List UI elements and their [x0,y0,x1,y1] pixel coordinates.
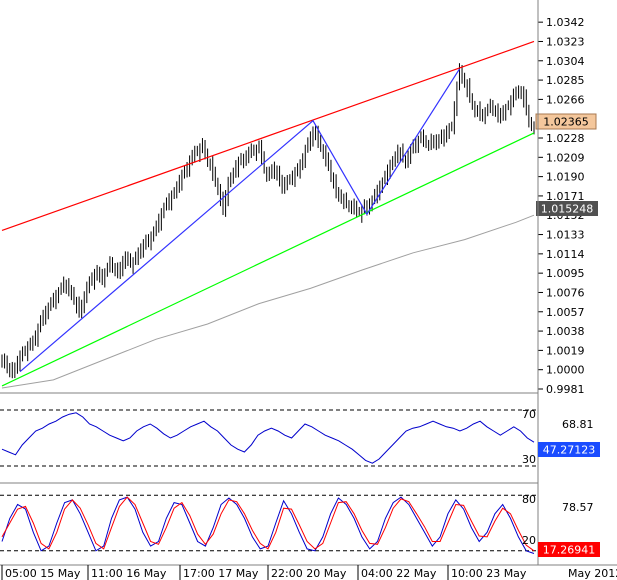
price-tick-label: 1.0190 [546,171,585,184]
last-price-badge: 1.02365 [535,113,597,130]
ma-label: 1.015248 [541,203,594,216]
rsi-line [1,412,535,464]
rsi-high-label: 68.81 [562,418,594,431]
rsi-level-30-label: 30 [522,453,536,466]
stoch-high-label: 78.57 [562,501,594,514]
time-axis: 05:00 15 May 11:00 16 May 17:00 17 May 22:0… [0,564,617,580]
moving-average-line [1,214,535,389]
price-tick-label: 1.0133 [546,229,585,242]
time-tick-label: 04:00 22 May [361,567,437,580]
time-tick-label: 22:00 20 May [271,567,347,580]
price-tick-label: 1.0057 [546,306,585,319]
price-tick-label: 1.0285 [546,74,585,87]
price-tick-label: 1.0000 [546,364,585,377]
price-tick-label: 1.0266 [546,93,585,106]
price-tick-label: 1.0209 [546,151,585,164]
price-tick-label: 1.0323 [546,35,585,48]
upper-channel-line [1,40,535,232]
stoch-main-line [1,496,535,554]
rsi-panel: 70 30 68.81 47.27123 [0,408,600,467]
price-tick-label: 1.0076 [546,286,585,299]
rsi-value-badge: 47.27123 [538,442,600,457]
ma-badge: 1.015248 [536,201,598,216]
lower-channel-line [1,132,535,387]
time-tick-label: 10:00 23 May [451,567,527,580]
rsi-value-label: 47.27123 [543,444,596,457]
price-tick-label: 0.9981 [546,383,585,396]
stoch-value-label: 17.26941 [543,544,596,557]
stoch-level-80-label: 80 [522,493,536,506]
price-tick-label: 1.0171 [546,190,585,203]
zigzag-line [19,68,461,373]
price-panel: 1.03421.03231.03041.02851.02661.02471.02… [1,16,598,396]
time-tick-label: May 2012 [568,567,617,580]
stoch-value-badge: 17.26941 [538,542,600,557]
time-tick-label: 05:00 15 May [5,567,81,580]
price-tick-label: 1.0342 [546,16,585,29]
price-tick-label: 1.0304 [546,55,585,68]
stoch-level-20-label: 20 [522,534,536,547]
price-tick-label: 1.0114 [546,248,585,261]
price-tick-label: 1.0019 [546,344,585,357]
stochastic-panel: 80 20 78.57 17.26941 [0,493,600,557]
price-bars [1,63,535,379]
last-price-label: 1.02365 [543,116,589,129]
price-tick-label: 1.0038 [546,325,585,338]
time-tick-label: 17:00 17 May [183,567,259,580]
stoch-signal-line [1,496,535,552]
price-tick-label: 1.0228 [546,132,585,145]
time-tick-label: 11:00 16 May [91,567,167,580]
price-tick-label: 1.0095 [546,267,585,280]
rsi-level-70-label: 70 [522,408,536,421]
